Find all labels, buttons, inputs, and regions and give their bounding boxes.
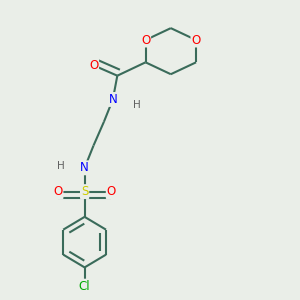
Text: O: O xyxy=(53,185,62,198)
Text: S: S xyxy=(81,185,88,198)
Text: N: N xyxy=(80,161,89,174)
Text: Cl: Cl xyxy=(79,280,90,292)
Text: O: O xyxy=(107,185,116,198)
Text: H: H xyxy=(57,161,65,171)
Text: O: O xyxy=(89,59,98,72)
Text: N: N xyxy=(109,93,117,106)
Text: O: O xyxy=(141,34,150,46)
Text: O: O xyxy=(191,34,201,46)
Text: H: H xyxy=(133,100,140,110)
